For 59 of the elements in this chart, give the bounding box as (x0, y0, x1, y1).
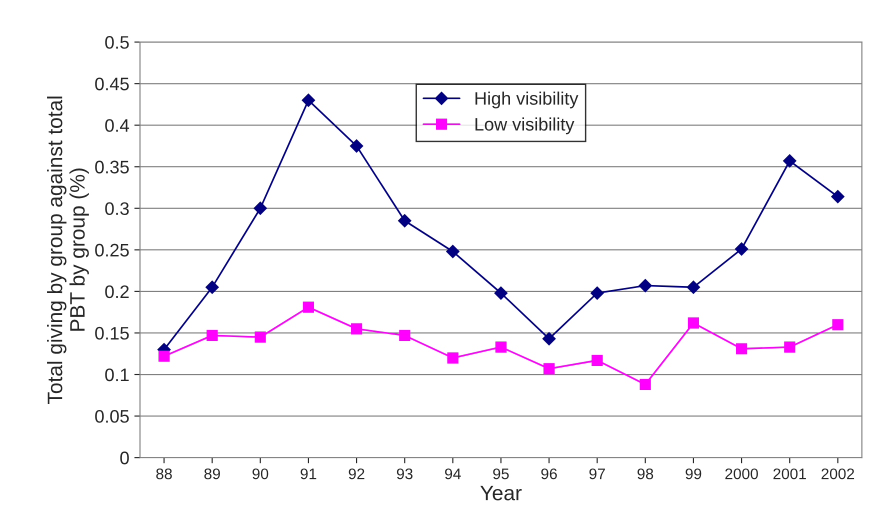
x-tick-label: 92 (348, 468, 364, 480)
y-tick-label: 0.05 (95, 410, 129, 423)
y-tick-label: 0 (120, 452, 129, 464)
point (686, 280, 700, 294)
point (736, 343, 748, 354)
point (734, 242, 748, 256)
x-tick-label: 88 (156, 468, 172, 480)
point (638, 279, 652, 292)
x-tick-label: 96 (541, 468, 557, 480)
point (446, 244, 460, 258)
x-tick-label: 99 (686, 468, 702, 480)
point (399, 330, 410, 342)
point (832, 319, 844, 330)
y-tick-label: 0.15 (95, 326, 129, 340)
point (640, 378, 651, 390)
x-tick-label: 94 (445, 468, 461, 480)
point (206, 330, 218, 342)
x-tick-label: 90 (252, 468, 268, 480)
point (831, 190, 844, 204)
point (350, 139, 364, 153)
y-tick-label: 0.1 (105, 368, 129, 382)
x-tick-label: 93 (396, 468, 413, 480)
y-tick-label: 0.45 (95, 78, 129, 90)
point (447, 352, 458, 364)
point (254, 202, 267, 215)
y-tick-label: 0.3 (105, 202, 129, 216)
point (495, 342, 506, 353)
point (590, 286, 604, 300)
point (783, 154, 796, 168)
y-tick-label: 0.5 (105, 36, 129, 49)
y-tick-label: 0.4 (105, 119, 130, 132)
point (688, 317, 699, 329)
x-axis-title: Year (480, 486, 522, 500)
x-tick-label: 89 (204, 468, 220, 480)
point (254, 332, 266, 343)
point (592, 354, 603, 366)
x-tick-label: 2000 (725, 468, 758, 480)
point (158, 350, 170, 362)
legend-label: Low visibility (476, 117, 574, 134)
point (544, 363, 555, 374)
point (542, 332, 556, 346)
x-tick-label: 2001 (773, 468, 806, 480)
y-tick-label: 0.25 (95, 244, 129, 257)
y-axis-title: Total giving by group against total PBT by group (%) (47, 96, 89, 404)
point (302, 302, 314, 313)
y-tick-label: 0.2 (105, 285, 129, 298)
x-tick-label: 95 (493, 468, 509, 480)
x-tick-label: 91 (300, 468, 316, 480)
x-tick-label: 97 (589, 468, 605, 480)
point (351, 323, 362, 334)
y-tick-label: 0.35 (95, 160, 129, 174)
point (784, 342, 796, 353)
point (398, 214, 412, 228)
point (302, 94, 316, 107)
point (494, 286, 508, 300)
x-tick-label: 98 (638, 468, 654, 480)
point (206, 280, 219, 294)
x-tick-label: 2002 (822, 468, 854, 480)
legend-label: High visibility (476, 92, 578, 108)
